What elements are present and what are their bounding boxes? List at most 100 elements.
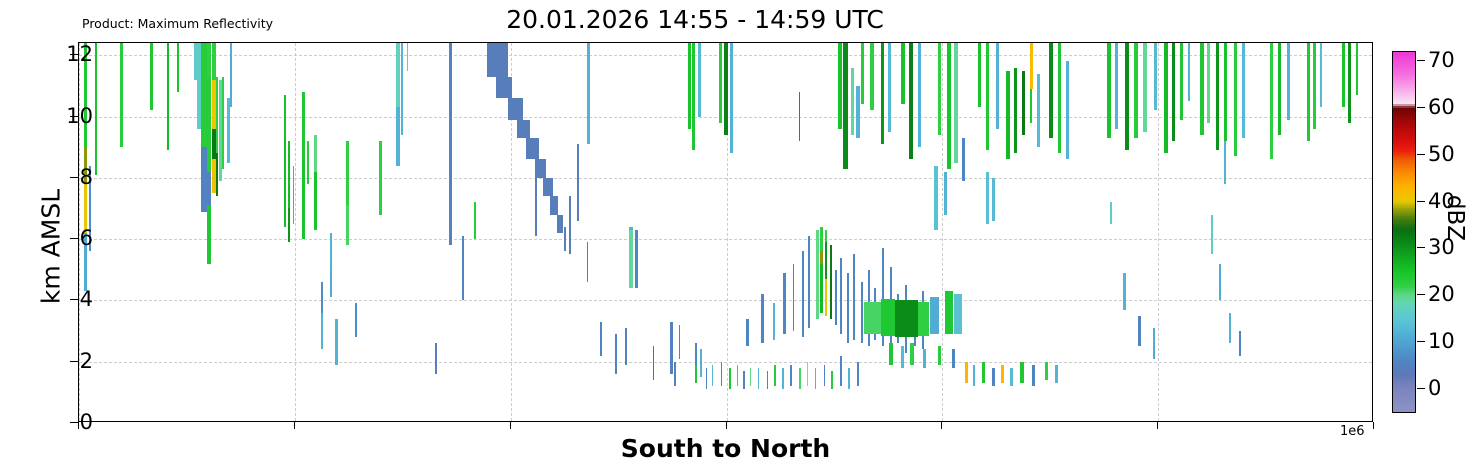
- reflectivity-cell: [888, 43, 892, 132]
- colorbar-segment: [1393, 358, 1415, 361]
- colorbar-segment: [1393, 72, 1415, 75]
- reflectivity-cell: [861, 282, 863, 344]
- colorbar-segment: [1393, 186, 1415, 189]
- reflectivity-cell: [937, 43, 941, 135]
- reflectivity-cell: [1115, 43, 1119, 129]
- reflectivity-cell: [1109, 202, 1113, 224]
- reflectivity-cell: [889, 343, 893, 365]
- reflectivity-cell: [1021, 70, 1025, 135]
- reflectivity-cell: [698, 43, 702, 117]
- reflectivity-cell: [835, 269, 838, 325]
- reflectivity-cell: [705, 367, 708, 390]
- colorbar-tick-mark: [1417, 247, 1425, 249]
- colorbar-segment: [1393, 326, 1415, 329]
- reflectivity-cell: [1152, 328, 1156, 359]
- reflectivity-cell: [766, 370, 769, 390]
- reflectivity-cell: [379, 141, 383, 215]
- colorbar-segment: [1393, 332, 1415, 335]
- reflectivity-cell: [525, 138, 539, 160]
- reflectivity-cell: [729, 367, 731, 390]
- reflectivity-cell: [1058, 43, 1062, 154]
- reflectivity-cell: [542, 177, 553, 197]
- reflectivity-cell: [1270, 43, 1274, 160]
- reflectivity-cell: [837, 43, 842, 129]
- y-tick-mark: [70, 54, 78, 56]
- reflectivity-cell: [1234, 43, 1238, 157]
- colorbar-segment: [1393, 100, 1415, 103]
- colorbar-segment: [1393, 122, 1415, 125]
- colorbar-segment: [1393, 216, 1415, 219]
- reflectivity-cell: [918, 43, 922, 148]
- reflectivity-cell: [150, 43, 153, 111]
- colorbar-segment: [1393, 182, 1415, 185]
- reflectivity-cell: [1029, 88, 1033, 123]
- colorbar-segment: [1393, 334, 1415, 337]
- reflectivity-cell: [201, 147, 207, 212]
- reflectivity-cell: [215, 153, 219, 197]
- reflectivity-cells: [79, 43, 1372, 421]
- reflectivity-cell: [449, 43, 453, 246]
- y-tick-mark: [70, 115, 78, 117]
- reflectivity-cell: [396, 107, 400, 166]
- colorbar-segment: [1393, 124, 1415, 127]
- colorbar-tick-label: 60: [1428, 95, 1455, 120]
- colorbar-segment: [1393, 204, 1415, 207]
- reflectivity-cell: [670, 321, 673, 374]
- reflectivity-cell: [730, 43, 733, 154]
- reflectivity-cell: [1355, 43, 1359, 96]
- reflectivity-cell: [534, 159, 547, 178]
- colorbar-segment: [1393, 252, 1415, 255]
- colorbar-segment: [1393, 292, 1415, 295]
- colorbar-segment: [1393, 360, 1415, 363]
- reflectivity-cell: [215, 76, 219, 154]
- reflectivity-cell: [635, 229, 639, 289]
- colorbar-segment: [1393, 388, 1415, 391]
- reflectivity-cell: [944, 171, 948, 215]
- colorbar-segment: [1393, 298, 1415, 301]
- colorbar-tick-mark: [1417, 294, 1425, 296]
- colorbar-segment: [1393, 178, 1415, 181]
- reflectivity-cell: [227, 98, 231, 163]
- colorbar-segment: [1393, 210, 1415, 213]
- reflectivity-cell: [222, 76, 225, 169]
- x-axis-exponent: 1e6: [1340, 424, 1365, 439]
- colorbar-segment: [1393, 362, 1415, 365]
- colorbar-segment: [1393, 370, 1415, 373]
- reflectivity-cell: [745, 318, 750, 347]
- reflectivity-cell: [211, 79, 216, 129]
- reflectivity-cell: [962, 138, 966, 181]
- colorbar-segment: [1393, 174, 1415, 177]
- reflectivity-cell: [462, 236, 464, 301]
- reflectivity-cell: [853, 254, 856, 341]
- reflectivity-cell: [89, 165, 91, 252]
- colorbar-tick-mark: [1417, 60, 1425, 62]
- colorbar-segment: [1393, 276, 1415, 279]
- colorbar-tick-mark: [1417, 340, 1425, 342]
- colorbar-segment: [1393, 170, 1415, 173]
- colorbar-segment: [1393, 196, 1415, 199]
- x-tick-mark: [293, 422, 295, 429]
- colorbar-segment: [1393, 114, 1415, 117]
- y-tick-mark: [70, 176, 78, 178]
- colorbar-segment: [1393, 306, 1415, 309]
- reflectivity-cell: [94, 43, 97, 175]
- reflectivity-cell: [486, 43, 508, 77]
- colorbar-segment: [1393, 110, 1415, 113]
- colorbar-segment: [1393, 78, 1415, 81]
- reflectivity-cell: [857, 361, 859, 387]
- reflectivity-cell: [820, 226, 823, 252]
- colorbar-segment: [1393, 272, 1415, 275]
- colorbar-segment: [1393, 132, 1415, 135]
- reflectivity-cell: [723, 43, 728, 135]
- y-tick-label: 4: [79, 287, 93, 312]
- colorbar-tick-mark: [1417, 387, 1425, 389]
- reflectivity-cell: [1341, 43, 1345, 108]
- reflectivity-cell: [815, 229, 819, 319]
- reflectivity-cell: [720, 361, 723, 387]
- reflectivity-cell: [783, 272, 786, 335]
- colorbar-segment: [1393, 148, 1415, 151]
- colorbar-segment: [1393, 150, 1415, 153]
- reflectivity-cell: [211, 128, 216, 160]
- reflectivity-cell: [991, 177, 995, 221]
- plot-area: [78, 42, 1373, 422]
